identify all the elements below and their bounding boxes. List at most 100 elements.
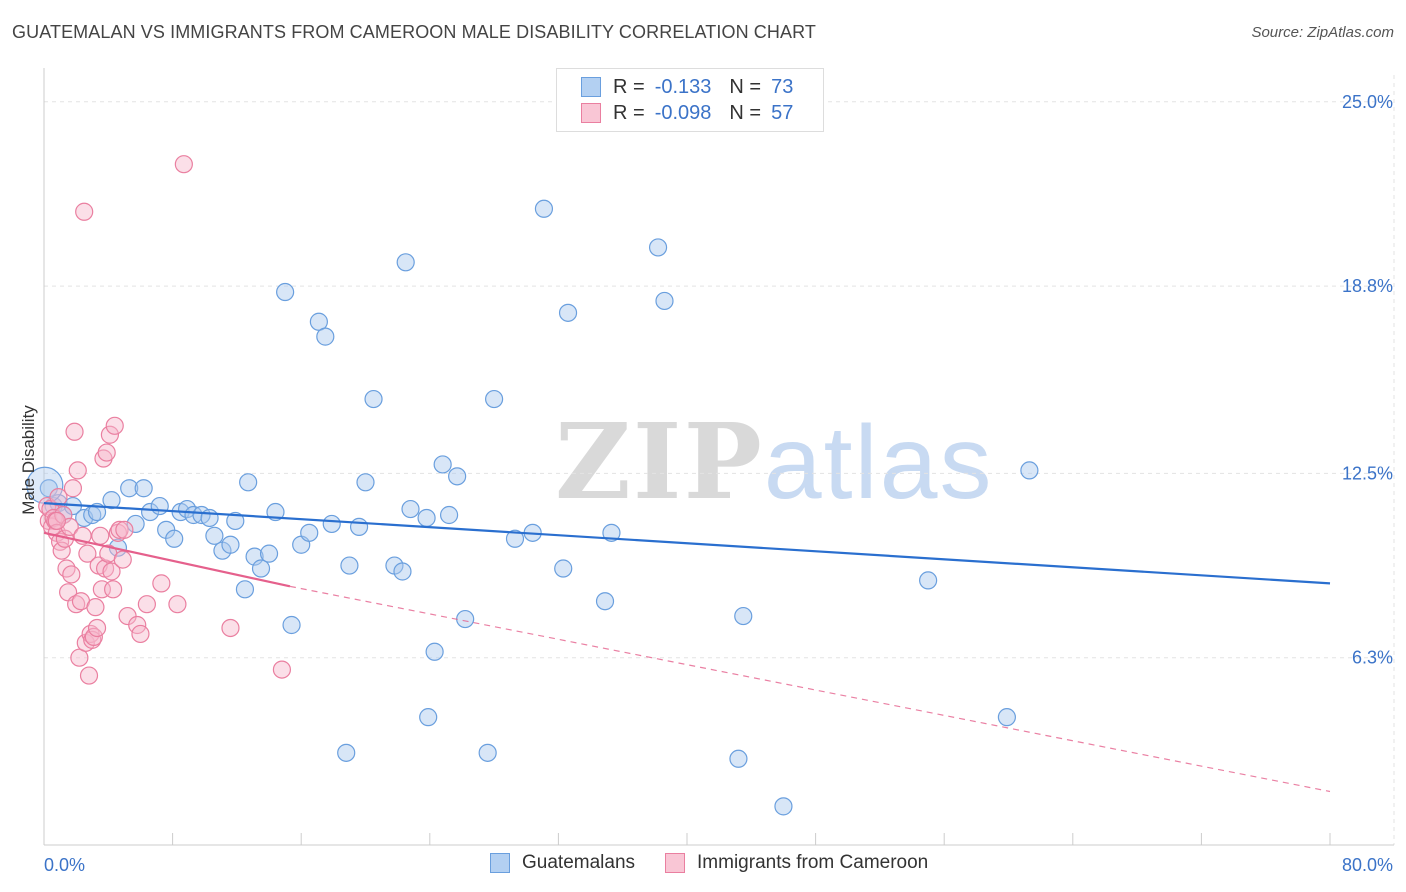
legend-r-label: R =: [613, 75, 645, 98]
point-cameroon: [113, 550, 132, 569]
point-guatemalans: [226, 511, 245, 531]
point-guatemalans: [774, 797, 793, 816]
point-guatemalans: [205, 526, 224, 545]
chart-title: GUATEMALAN VS IMMIGRANTS FROM CAMEROON M…: [12, 22, 816, 42]
point-cameroon: [97, 443, 116, 462]
point-guatemalans: [602, 523, 621, 542]
point-guatemalans: [126, 514, 145, 534]
point-guatemalans: [505, 529, 525, 548]
point-guatemalans: [485, 389, 504, 409]
point-guatemalans: [396, 253, 415, 272]
point-guatemalans: [239, 473, 258, 492]
series-guatemalans: [26, 199, 1039, 816]
legend-n-label: N =: [729, 75, 762, 98]
point-guatemalans: [251, 559, 271, 578]
point-guatemalans: [1020, 461, 1039, 480]
point-cameroon: [63, 479, 83, 498]
legend-row-cameroon: R = -0.098 N = 57: [581, 101, 793, 125]
point-guatemalans: [729, 749, 748, 768]
series-cameroon: [38, 155, 292, 685]
legend-item-cameroon[interactable]: Immigrants from Cameroon: [665, 852, 928, 874]
point-guatemalans: [393, 562, 412, 581]
point-guatemalans: [282, 615, 301, 635]
point-guatemalans: [456, 609, 475, 629]
legend-row-guatemalans: R = -0.133 N = 73: [581, 75, 793, 99]
point-cameroon: [57, 559, 76, 578]
legend-n-value: 73: [771, 75, 794, 98]
watermark: ZIPatlas: [555, 400, 993, 523]
point-cameroon: [168, 595, 187, 614]
trend-lines: [43, 502, 1331, 793]
point-cameroon: [62, 565, 81, 584]
y-tick-label: 6.3%: [1352, 648, 1393, 668]
point-cameroon: [78, 544, 97, 563]
point-guatemalans: [425, 642, 444, 661]
legend-n-value: 57: [771, 101, 794, 124]
x-tick-label-max: 80.0%: [1342, 855, 1393, 875]
y-tick-label: 12.5%: [1342, 463, 1393, 483]
point-cameroon: [47, 511, 66, 531]
x-tick-label-min: 0.0%: [44, 855, 85, 875]
point-guatemalans: [919, 571, 938, 590]
point-guatemalans: [356, 473, 375, 492]
trend-line-guatemalans: [43, 502, 1331, 585]
point-guatemalans: [419, 708, 438, 727]
point-guatemalans: [364, 389, 383, 409]
point-cameroon: [68, 461, 87, 480]
point-cameroon: [104, 580, 123, 599]
point-cameroon: [91, 526, 110, 545]
point-guatemalans: [349, 517, 369, 536]
point-cameroon: [110, 520, 129, 539]
source-label: Source: ZipAtlas.com: [1251, 24, 1394, 41]
legend-label-guatemalans: Guatemalans: [522, 852, 636, 873]
point-guatemalans: [120, 479, 139, 498]
point-guatemalans: [439, 505, 459, 525]
watermark-atlas: atlas: [763, 405, 994, 521]
legend-swatch-blue: [490, 853, 510, 873]
legend-r-label: R =: [613, 101, 645, 124]
series-legend: Guatemalans Immigrants from Cameroon: [490, 852, 958, 874]
y-tick-label: 18.8%: [1342, 276, 1393, 296]
point-guatemalans: [478, 743, 497, 762]
point-guatemalans: [340, 556, 359, 575]
point-cameroon: [131, 624, 150, 644]
point-guatemalans: [300, 523, 319, 542]
point-guatemalans: [648, 238, 668, 257]
point-guatemalans: [316, 327, 335, 346]
axes: [43, 68, 1394, 846]
point-cameroon: [152, 574, 171, 593]
watermark-zip: ZIP: [555, 400, 764, 523]
legend-r-value: -0.133: [654, 75, 712, 98]
point-guatemalans: [448, 467, 467, 486]
point-guatemalans: [595, 592, 615, 611]
y-axis-title: Male Disability: [19, 405, 38, 515]
point-guatemalans: [655, 291, 674, 311]
point-guatemalans: [417, 508, 436, 528]
y-tick-label: 25.0%: [1342, 92, 1393, 112]
trend-line-cameroon-extrapolated: [289, 585, 1331, 793]
trend-line-cameroon: [43, 531, 291, 588]
point-cameroon: [174, 155, 193, 174]
point-cameroon: [83, 630, 102, 649]
legend-swatch-pink: [665, 853, 686, 873]
point-cameroon: [87, 618, 107, 638]
point-guatemalans: [221, 535, 240, 554]
point-guatemalans: [322, 514, 341, 534]
point-guatemalans: [554, 559, 573, 578]
point-guatemalans: [165, 529, 184, 548]
point-cameroon: [137, 595, 156, 614]
point-cameroon: [115, 520, 134, 539]
axis-labels: 6.3% 12.5% 18.8% 25.0% 0.0% 80.0% Male Disabil…: [19, 92, 1393, 875]
point-cameroon: [100, 425, 120, 444]
point-cameroon: [86, 598, 105, 617]
correlation-legend: R = -0.133 N = 73 R = -0.098 N = 57: [556, 68, 824, 132]
legend-label-cameroon: Immigrants from Cameroon: [697, 852, 929, 873]
legend-n-label: N =: [729, 101, 762, 124]
point-cameroon: [75, 202, 94, 221]
legend-item-guatemalans[interactable]: Guatemalans: [490, 852, 635, 874]
gridlines: [44, 75, 1395, 845]
point-cameroon: [49, 488, 68, 507]
point-guatemalans: [235, 580, 255, 599]
point-guatemalans: [534, 199, 554, 218]
